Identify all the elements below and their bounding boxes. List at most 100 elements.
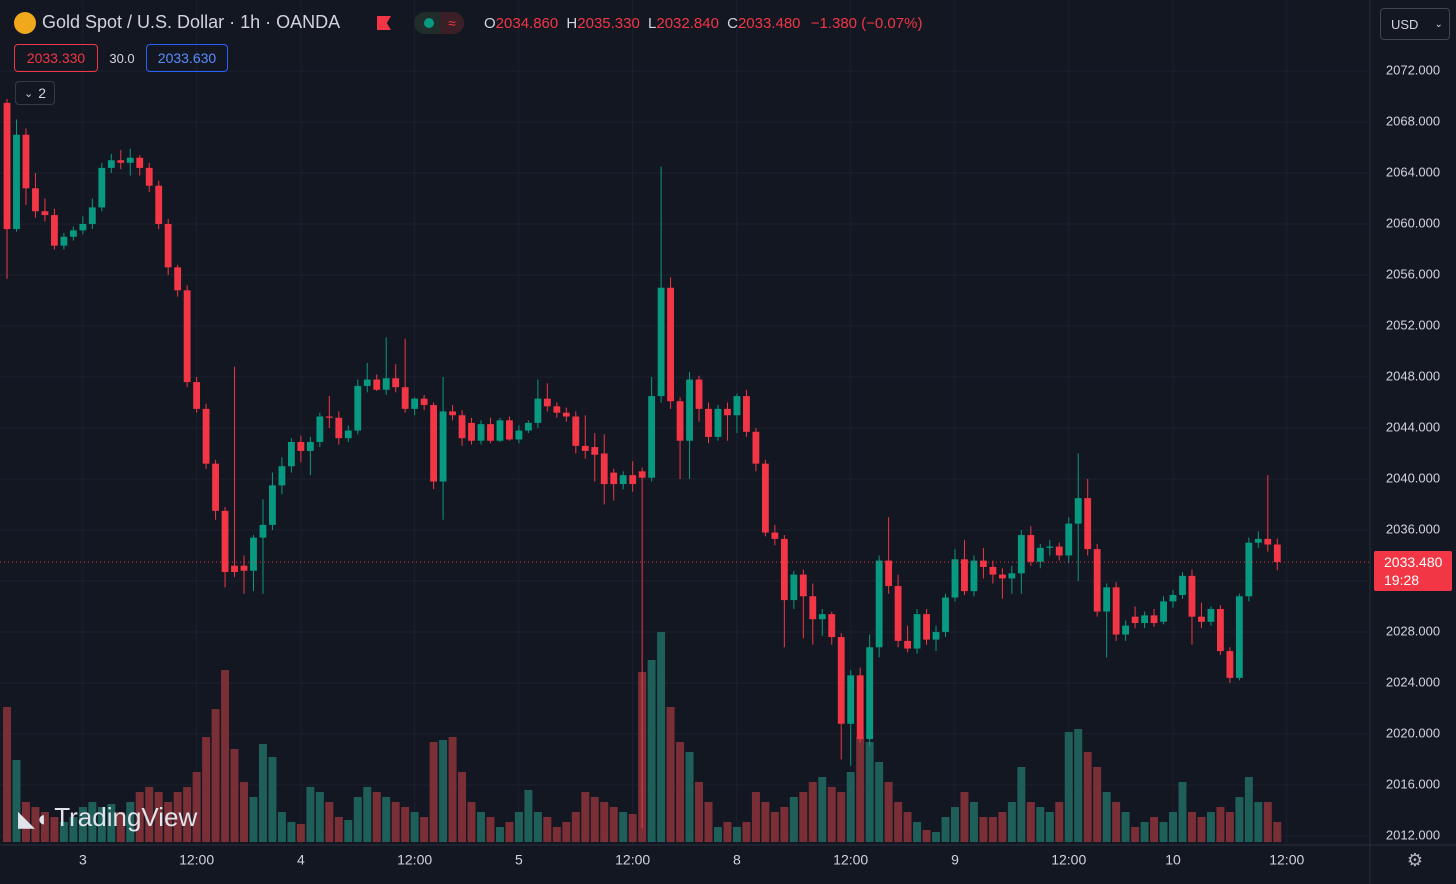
volume-bar	[486, 817, 495, 842]
candle-body	[515, 430, 523, 440]
volume-bar	[1055, 802, 1064, 842]
volume-bar	[505, 822, 514, 842]
volume-bar	[799, 792, 808, 842]
candle-body	[705, 408, 712, 437]
candle-body	[998, 574, 1006, 579]
flag-icon[interactable]	[377, 16, 391, 30]
volume-bar	[552, 827, 561, 842]
candle-body	[1046, 546, 1054, 548]
candle-body	[1036, 547, 1044, 562]
ohlc-legend: O2034.860 H2035.330 L2032.840 C2033.480 …	[484, 15, 922, 32]
candle-body	[923, 614, 930, 640]
candle-body	[1074, 498, 1082, 524]
candle-body	[648, 396, 656, 478]
x-tick-label: 12:00	[833, 852, 868, 868]
candle-body	[818, 614, 826, 620]
candle-body	[1055, 546, 1063, 556]
candle-body	[88, 207, 96, 224]
candle-body	[477, 424, 485, 441]
volume-bar	[12, 760, 21, 842]
candle-body	[1093, 549, 1101, 612]
volume-bar	[1254, 802, 1263, 842]
volume-bar	[325, 802, 334, 842]
volume-bar	[533, 812, 542, 842]
volume-bar	[173, 792, 182, 842]
candle-body	[3, 102, 11, 230]
volume-bar	[685, 752, 694, 842]
candle-body	[780, 538, 788, 601]
candle-body	[1245, 542, 1253, 597]
bid-button[interactable]: 2033.330	[14, 44, 98, 72]
last-price: 2033.480	[1384, 554, 1443, 570]
volume-bar	[1036, 807, 1045, 842]
candle-body	[41, 211, 49, 216]
market-status[interactable]: ≈	[414, 12, 464, 34]
candle-body	[809, 596, 817, 620]
indicators-toggle[interactable]: ⌄ 2	[15, 81, 55, 105]
candle-body	[743, 396, 750, 432]
y-tick-label: 2028.000	[1386, 623, 1440, 638]
chevron: ⌄	[23, 87, 34, 100]
candle-body	[1008, 573, 1016, 579]
y-tick-label: 2020.000	[1386, 725, 1440, 740]
volume-bar	[401, 807, 410, 842]
volume-bar	[1178, 782, 1187, 842]
volume-bar	[315, 792, 324, 842]
candle-body	[885, 560, 893, 587]
candle-body	[1141, 615, 1148, 624]
y-tick-label: 2072.000	[1386, 62, 1440, 77]
volume-bar	[1216, 807, 1225, 842]
watermark-icon: ◣◖	[18, 806, 49, 831]
volume-bar	[334, 817, 343, 842]
volume-bar	[657, 632, 666, 842]
volume-bar	[770, 812, 779, 842]
volume-bar	[211, 709, 220, 842]
candle-body	[468, 422, 475, 441]
volume-bar	[107, 804, 116, 842]
candle-body	[60, 236, 68, 246]
volume-bar	[723, 822, 732, 842]
symbol-logo	[14, 12, 36, 34]
volume-bar	[420, 817, 429, 842]
volume-bar	[1017, 767, 1026, 842]
candle-body	[980, 560, 987, 567]
candle-body	[866, 647, 874, 740]
volume-bar	[600, 802, 609, 842]
candle-body	[1131, 616, 1139, 624]
candle-body	[183, 290, 191, 383]
ask-button[interactable]: 2033.630	[146, 44, 228, 72]
volume-bar	[932, 832, 941, 842]
candle-body	[619, 475, 627, 485]
candle-body	[373, 379, 381, 390]
indicators-count: 2	[38, 85, 46, 101]
volume-bar	[941, 817, 950, 842]
candle-body	[961, 559, 968, 592]
currency: USD	[1391, 16, 1419, 32]
candle-body	[32, 188, 39, 212]
volume-bar	[979, 817, 988, 842]
volume-bar	[495, 827, 504, 842]
candle-body	[287, 442, 295, 467]
volume-bar	[1150, 817, 1159, 842]
symbol-title[interactable]: Gold Spot / U.S. Dollar · 1h · OANDA	[42, 12, 341, 32]
volume-bar	[391, 802, 400, 842]
candle-body	[221, 510, 229, 573]
volume-bar	[78, 807, 87, 842]
volume-bar	[1102, 792, 1111, 842]
candle-body	[316, 416, 324, 443]
candle-body	[107, 160, 115, 168]
settings-button[interactable]: ⚙	[1406, 850, 1424, 870]
candle-body	[458, 415, 466, 439]
y-tick-label: 2040.000	[1386, 470, 1440, 485]
volume-bar	[960, 792, 969, 842]
volume-bar	[1225, 812, 1234, 842]
candle-body	[904, 640, 911, 649]
candle-body	[269, 485, 276, 525]
x-tick-label: 12:00	[179, 852, 214, 868]
volume-bar	[695, 782, 704, 842]
candle-body	[733, 396, 741, 416]
volume-bar	[410, 812, 419, 842]
currency-button[interactable]: USD ⌄	[1380, 8, 1450, 40]
candle-body	[761, 463, 769, 533]
